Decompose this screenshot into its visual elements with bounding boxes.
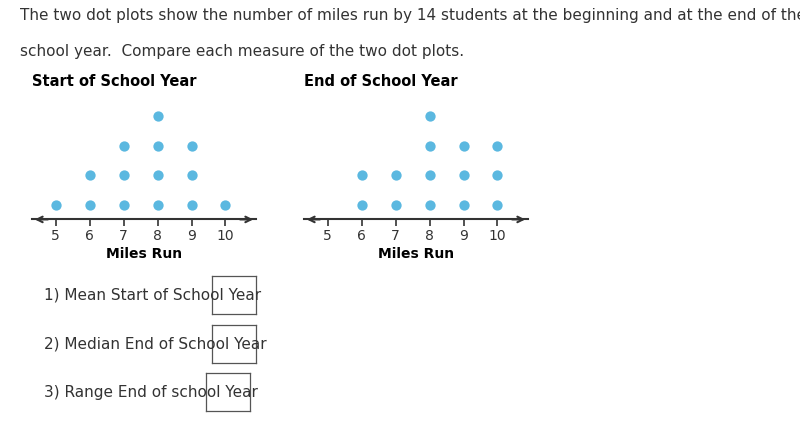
Point bbox=[118, 143, 130, 149]
Point bbox=[423, 143, 436, 149]
Point bbox=[491, 143, 504, 149]
Point bbox=[423, 201, 436, 208]
Point bbox=[151, 201, 164, 208]
Point bbox=[118, 172, 130, 179]
Text: 1) Mean Start of School Year: 1) Mean Start of School Year bbox=[44, 288, 261, 303]
Point bbox=[118, 201, 130, 208]
Text: school year.  Compare each measure of the two dot plots.: school year. Compare each measure of the… bbox=[20, 44, 464, 60]
Point bbox=[390, 172, 402, 179]
Point bbox=[50, 201, 62, 208]
Point bbox=[355, 172, 368, 179]
Point bbox=[185, 201, 198, 208]
Text: 2) Median End of School Year: 2) Median End of School Year bbox=[44, 336, 266, 352]
X-axis label: Miles Run: Miles Run bbox=[378, 247, 454, 261]
Text: Start of School Year: Start of School Year bbox=[32, 74, 197, 89]
Point bbox=[151, 113, 164, 120]
Point bbox=[390, 201, 402, 208]
Text: The two dot plots show the number of miles run by 14 students at the beginning a: The two dot plots show the number of mil… bbox=[20, 8, 800, 24]
Point bbox=[83, 201, 96, 208]
Text: End of School Year: End of School Year bbox=[304, 74, 458, 89]
X-axis label: Miles Run: Miles Run bbox=[106, 247, 182, 261]
Point bbox=[457, 172, 470, 179]
Point bbox=[423, 172, 436, 179]
Point bbox=[491, 201, 504, 208]
Point bbox=[423, 113, 436, 120]
Point bbox=[457, 143, 470, 149]
Point bbox=[185, 143, 198, 149]
Point bbox=[219, 201, 232, 208]
Point bbox=[151, 172, 164, 179]
Point bbox=[185, 172, 198, 179]
Point bbox=[83, 172, 96, 179]
Point bbox=[491, 172, 504, 179]
Point bbox=[355, 201, 368, 208]
Point bbox=[457, 201, 470, 208]
Text: 3) Range End of school Year: 3) Range End of school Year bbox=[44, 385, 258, 400]
Point bbox=[151, 143, 164, 149]
